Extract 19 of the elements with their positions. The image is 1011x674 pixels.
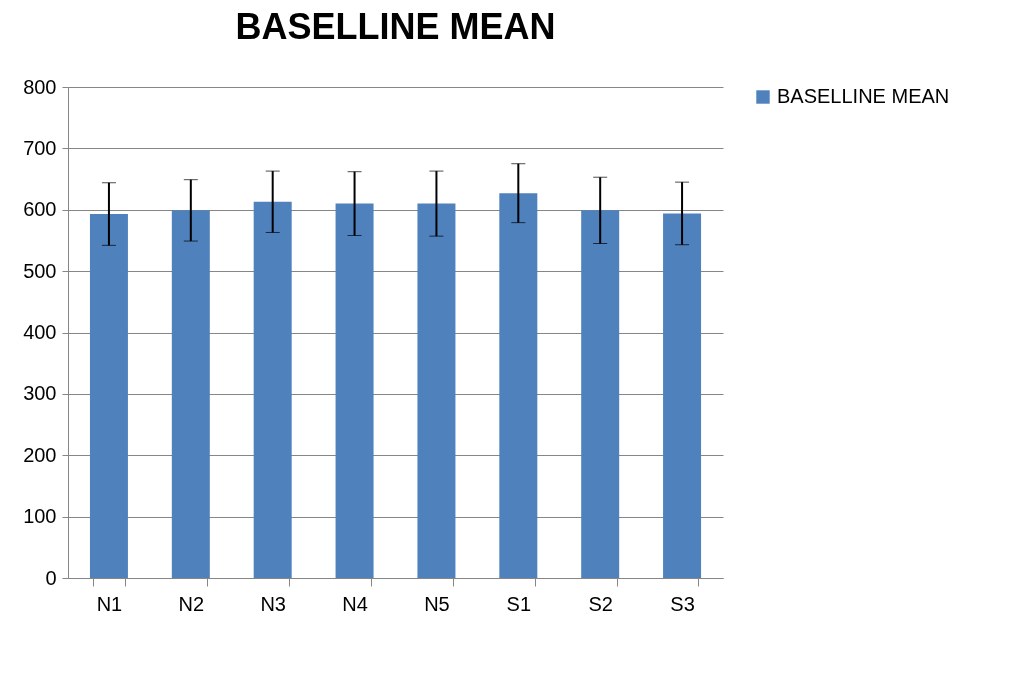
y-tick-label: 800 [23,75,57,98]
x-tick-label: S3 [670,592,695,615]
x-tick-label: N2 [178,592,205,615]
x-tick-label: N4 [342,592,368,615]
y-tick-label: 100 [23,505,57,528]
y-tick-label: 700 [23,136,57,159]
y-tick-label: 400 [23,321,57,343]
y-tick-label: 200 [23,443,57,466]
x-tick-label: S1 [506,592,532,615]
x-tick-label: N1 [96,592,123,615]
legend-label: BASELLINE MEAN [777,85,950,107]
y-tick-label: 500 [23,259,57,282]
x-tick-label: S2 [588,592,613,615]
y-tick-label: 0 [45,566,57,589]
x-tick-label: N3 [260,592,286,615]
chart-title: BASELLINE MEAN [235,6,556,47]
x-tick-label: N5 [424,592,450,615]
y-tick-label: 300 [23,382,57,405]
y-tick-label: 600 [23,198,57,221]
